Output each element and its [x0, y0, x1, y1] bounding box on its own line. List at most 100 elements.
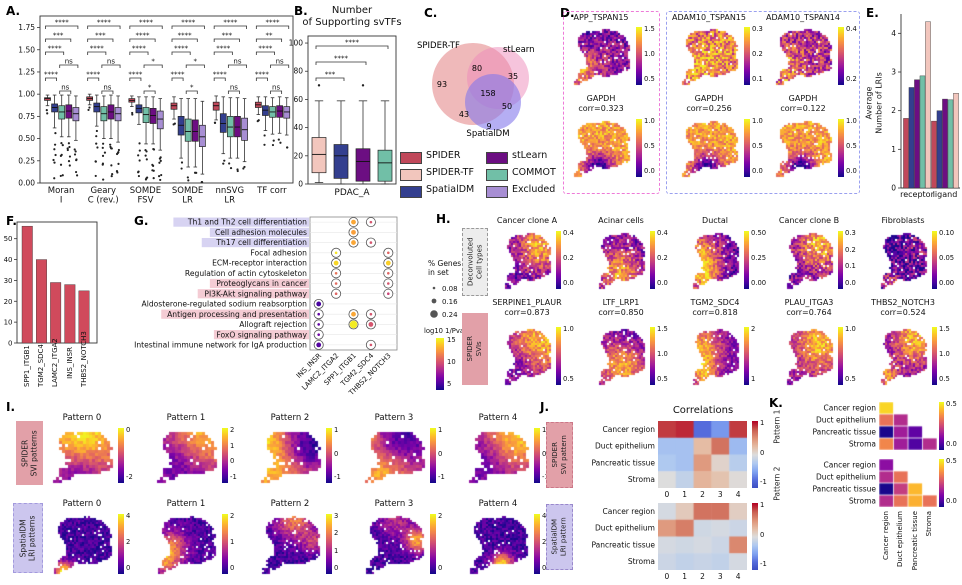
colorbar-tick: 0.2: [752, 50, 763, 58]
spatial-map: [772, 117, 834, 179]
colorbar-tick: 0: [230, 457, 235, 466]
size-legend-title: % Genes: [428, 259, 461, 268]
colorbar: [436, 338, 444, 390]
legend-label: SPIDER: [426, 150, 461, 161]
colorbar-tick: 0.4: [846, 25, 857, 33]
spatial-map: [678, 117, 740, 179]
pathway-label: Aldosterone-regulated sodium reabsorptio…: [142, 300, 308, 309]
legend-swatch-commot: [486, 169, 508, 181]
legend-swatch-spider: [400, 152, 422, 164]
colorbar-tick: 0.2: [846, 75, 857, 83]
colorbar-label: log10 1/Pval: [424, 327, 466, 335]
venn-circle-spatialdm: [465, 74, 521, 130]
colorbar-tick: 0: [542, 449, 547, 458]
row-label: Cancer region: [823, 461, 876, 470]
significance-label: ****: [178, 32, 193, 40]
row-label-spider-svis: SPIDER SVIs: [462, 313, 488, 385]
colorbar-tick: 1.5: [657, 325, 668, 333]
map-corr: corr=0.850: [598, 308, 644, 317]
x-tick-label: 1: [682, 490, 687, 499]
tick-label: 3: [891, 68, 896, 77]
pathway-label: Antigen processing and presentation: [167, 310, 307, 319]
spatial-map: [466, 512, 530, 576]
colorbar-tick: 0: [438, 564, 443, 572]
colorbar-tick: 1.0: [563, 325, 574, 333]
map-title: Pattern 2: [270, 413, 310, 423]
significance-label: ns: [272, 84, 280, 92]
colorbar-tick: 0.5: [846, 142, 857, 150]
tick-label: 1.00: [18, 90, 35, 99]
spatial-map: [154, 512, 218, 576]
colorbar-tick: 0.4: [563, 229, 574, 237]
panel-title: of Supporting svTFs: [302, 17, 401, 28]
spatial-map: [50, 512, 114, 576]
x-tick-label: Moran: [48, 186, 75, 196]
size-legend-value: 0.24: [442, 311, 458, 319]
map-title: Pattern 1: [166, 499, 206, 509]
significance-label: ****: [44, 71, 59, 79]
x-tick-label: THBS2_NOTCH3: [79, 331, 88, 387]
significance-label: ns: [61, 84, 69, 92]
tick-label: 10: [4, 319, 13, 327]
significance-label: ns: [65, 58, 73, 66]
spatial-map: [783, 325, 835, 387]
colorbar-tick: 0.5: [752, 142, 763, 150]
legend-label: COMMOT: [512, 167, 556, 178]
x-tick-label: Stroma: [925, 511, 933, 537]
colorbar-tick: 2: [126, 538, 131, 546]
significance-label: *: [151, 58, 155, 66]
colorbar-tick: 0.0: [752, 167, 763, 175]
significance-label: ****: [334, 55, 349, 63]
row-label: Stroma: [628, 557, 655, 566]
map-title: Pattern 3: [374, 413, 414, 423]
row-label: Cancer region: [823, 404, 876, 413]
colorbar-tick: 0.0: [657, 279, 668, 287]
colorbar: [838, 119, 844, 177]
x-tick-label: SOMDE: [130, 186, 161, 196]
row-label: Duct epithelium: [816, 416, 876, 425]
colorbar-tick: 1.0: [644, 50, 655, 58]
map-title: Pattern 0: [62, 413, 102, 423]
colorbar: [932, 327, 937, 385]
colorbar: [326, 428, 332, 483]
tick-label: 1: [891, 145, 896, 154]
colorbar-tick: 15: [447, 336, 456, 344]
spatial-map: [501, 325, 553, 387]
x-tick-label: SOMDE: [172, 186, 203, 196]
colorbar: [222, 428, 228, 483]
colorbar-tick: 0: [760, 448, 765, 457]
colorbar-tick: 4: [126, 512, 131, 520]
colorbar-tick: 0.5: [946, 457, 957, 465]
map-title: PLAU_ITGA3: [784, 298, 834, 307]
colorbar: [222, 514, 228, 574]
x-tick-label: 1: [682, 572, 687, 581]
significance-label: ****: [223, 19, 238, 27]
colorbar-tick: 1.0: [657, 350, 668, 358]
map-corr: corr=0.818: [692, 308, 738, 317]
legend-label: SPIDER-TF: [426, 167, 474, 178]
panel-label-c: C.: [424, 6, 438, 20]
pathway-label: FoxO signaling pathway: [216, 330, 307, 339]
colorbar: [326, 514, 332, 574]
pathway-label: Th1 and Th2 cell differentiation: [187, 218, 307, 227]
colorbar-tick: 2: [230, 512, 235, 520]
colorbar-tick: 0.0: [946, 440, 957, 448]
colorbar-tick: 1.0: [845, 325, 856, 333]
venn-label-spatialdm: SpatialDM: [466, 129, 509, 139]
colorbar: [939, 459, 944, 507]
correlations-title: Correlations: [672, 405, 734, 416]
map-title: Pattern 4: [478, 413, 518, 423]
spatial-map: [877, 325, 929, 387]
spatial-map: [570, 117, 632, 179]
tick-label: 0: [891, 184, 896, 193]
venn-count-tf-dm: 43: [459, 110, 469, 119]
colorbar-tick: 0.5: [644, 142, 655, 150]
spatial-map: [362, 426, 426, 485]
significance-label: *: [148, 84, 152, 92]
pathway-label: Proteoglycans in cancer: [216, 279, 308, 288]
significance-label: ***: [325, 71, 336, 79]
colorbar-tick: 0.1: [845, 262, 856, 271]
pathway-label: Cell adhesion molecules: [215, 228, 307, 237]
colorbar-tick: 0.00: [751, 279, 767, 287]
